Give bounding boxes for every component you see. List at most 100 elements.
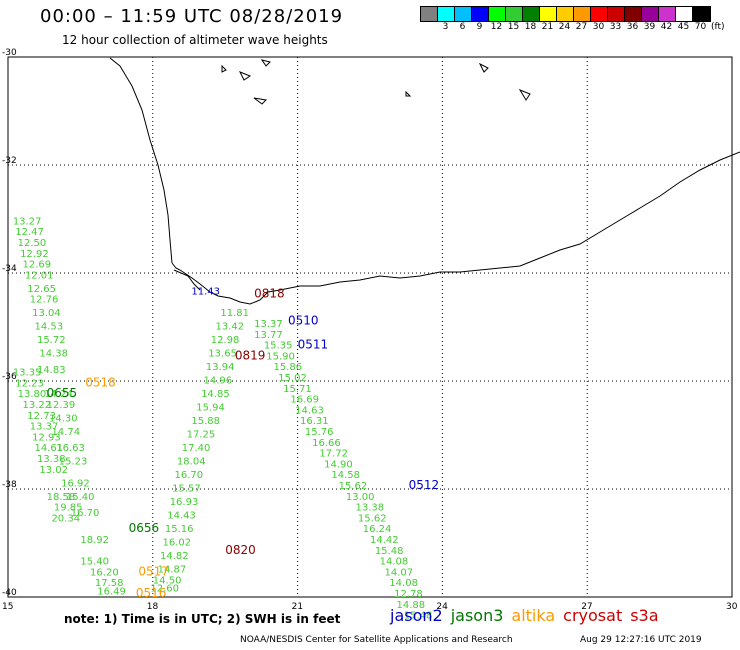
color-swatch bbox=[523, 7, 540, 21]
wave-height-value: 12.98 bbox=[211, 335, 240, 346]
wave-height-value: 12.01 bbox=[25, 270, 54, 281]
wave-height-value: 15.94 bbox=[196, 403, 225, 414]
color-swatch bbox=[489, 7, 506, 21]
color-scale-label: 9 bbox=[476, 22, 483, 32]
color-swatch bbox=[625, 7, 642, 21]
wave-height-value: 16.66 bbox=[312, 438, 341, 449]
wave-height-value: 13.22 bbox=[22, 400, 51, 411]
lat-label: -36 bbox=[2, 372, 17, 382]
lon-label: 30 bbox=[726, 602, 738, 612]
wave-height-value: 15.71 bbox=[283, 384, 312, 395]
wave-height-value: 17.72 bbox=[319, 449, 348, 460]
wave-height-value: 15.90 bbox=[266, 351, 295, 362]
lon-label: 18 bbox=[147, 602, 159, 612]
units-note: note: 1) Time is in UTC; 2) SWH is in fe… bbox=[64, 612, 341, 626]
wave-height-value: 15.88 bbox=[191, 416, 220, 427]
legend-entry: s3a bbox=[630, 606, 659, 625]
wave-height-value: 16.20 bbox=[90, 567, 119, 578]
color-scale-label: 15 bbox=[507, 22, 520, 32]
wave-height-value: 18.58 bbox=[47, 492, 76, 503]
pass-time-label: 0655 bbox=[47, 386, 78, 400]
wave-height-value: 13.38 bbox=[356, 503, 385, 514]
wave-height-value: 14.30 bbox=[49, 414, 78, 425]
wave-height-value: 13.02 bbox=[39, 465, 68, 476]
wave-height-value: 14.87 bbox=[158, 565, 187, 576]
wave-height-value: 16.93 bbox=[170, 497, 199, 508]
pass-time-label: 0818 bbox=[254, 286, 285, 300]
wave-height-value: 15.48 bbox=[375, 546, 404, 557]
color-scale-label: 42 bbox=[660, 22, 673, 32]
color-scale-label: 36 bbox=[626, 22, 639, 32]
wave-height-value: 16.31 bbox=[300, 416, 329, 427]
wave-height-value: 15.48 bbox=[404, 611, 433, 622]
wave-height-value: 13.04 bbox=[32, 308, 61, 319]
wave-height-value: 15.23 bbox=[59, 457, 88, 468]
wave-height-value: 13.42 bbox=[216, 322, 245, 333]
wave-height-value: 12.73 bbox=[27, 411, 56, 422]
wave-height-value: 15.76 bbox=[305, 427, 334, 438]
wave-height-value: 17.25 bbox=[187, 430, 216, 441]
color-swatch bbox=[557, 7, 574, 21]
color-scale-bar bbox=[420, 6, 711, 22]
color-scale-label: 6 bbox=[459, 22, 466, 32]
color-scale-label: 24 bbox=[558, 22, 571, 32]
lat-lon-grid: -30 -32 -34 -36 -38 -40 15 18 21 24 27 30 bbox=[2, 48, 738, 612]
wave-height-value: 16.02 bbox=[162, 538, 191, 549]
wave-height-value: 15.40 bbox=[66, 492, 95, 503]
color-scale-label: 3 bbox=[442, 22, 449, 32]
wave-height-value: 14.42 bbox=[370, 535, 399, 546]
pass-time-label: 0516 bbox=[136, 586, 167, 600]
wave-height-value: 14.58 bbox=[331, 470, 360, 481]
wave-height-value: 19.85 bbox=[54, 503, 83, 514]
wave-height-value: 14.63 bbox=[295, 405, 324, 416]
legend-entry: jason2 bbox=[390, 606, 443, 625]
wave-height-value: 13.38 bbox=[37, 454, 66, 465]
wave-height-value: 12.92 bbox=[20, 249, 49, 260]
color-scale-label: 27 bbox=[575, 22, 588, 32]
wave-height-value: 13.94 bbox=[206, 362, 235, 373]
wave-height-value: 14.83 bbox=[37, 365, 66, 376]
wave-height-value: 16.24 bbox=[363, 524, 392, 535]
wave-height-value: 13.00 bbox=[346, 492, 375, 503]
wave-height-value: 14.43 bbox=[167, 511, 196, 522]
wave-height-value: 11.43 bbox=[191, 287, 220, 298]
lon-label: 24 bbox=[436, 602, 448, 612]
color-swatch bbox=[574, 7, 591, 21]
coastline bbox=[109, 57, 740, 305]
color-swatch bbox=[676, 7, 693, 21]
wave-height-value: 14.08 bbox=[380, 557, 409, 568]
wave-height-value: 14.74 bbox=[51, 427, 80, 438]
wave-height-value: 16.70 bbox=[175, 470, 204, 481]
wave-height-value: 15.62 bbox=[339, 481, 368, 492]
color-swatch bbox=[591, 7, 608, 21]
wave-height-value: 13.80 bbox=[18, 389, 47, 400]
wave-height-value: 20.34 bbox=[51, 513, 80, 524]
color-scale-label: 21 bbox=[541, 22, 554, 32]
lon-label: 21 bbox=[292, 602, 303, 612]
lon-label: 27 bbox=[581, 602, 592, 612]
wave-height-value: 13.35 bbox=[13, 368, 42, 379]
lat-label: -34 bbox=[2, 264, 17, 274]
wave-height-value: 12.78 bbox=[394, 589, 423, 600]
wave-height-value: 14.53 bbox=[35, 322, 64, 333]
wave-height-value: 14.08 bbox=[389, 578, 418, 589]
wave-height-value: 12.60 bbox=[150, 584, 179, 595]
wave-height-value: 12.76 bbox=[30, 295, 59, 306]
pass-time-label: 0656 bbox=[129, 521, 160, 535]
wave-height-value: 14.50 bbox=[153, 576, 182, 587]
wave-height-value: 15.57 bbox=[172, 484, 201, 495]
legend-entry: altika bbox=[511, 606, 556, 625]
wave-height-value: 16.63 bbox=[56, 443, 85, 454]
satellite-legend: jason2 jason3 altika cryosat s3a bbox=[390, 606, 667, 625]
color-swatch bbox=[540, 7, 557, 21]
pass-time-label: 0517 bbox=[138, 564, 169, 578]
wave-height-value: 14.38 bbox=[39, 349, 68, 360]
pass-time-label: 0820 bbox=[225, 543, 256, 557]
wave-height-value: 14.85 bbox=[201, 389, 230, 400]
wave-height-value: 16.69 bbox=[290, 395, 319, 406]
wave-height-value: 16.70 bbox=[71, 508, 100, 519]
wave-height-value: 12.47 bbox=[15, 227, 44, 238]
wave-height-value: 17.58 bbox=[95, 578, 124, 589]
wave-height-value: 12.65 bbox=[27, 284, 56, 295]
